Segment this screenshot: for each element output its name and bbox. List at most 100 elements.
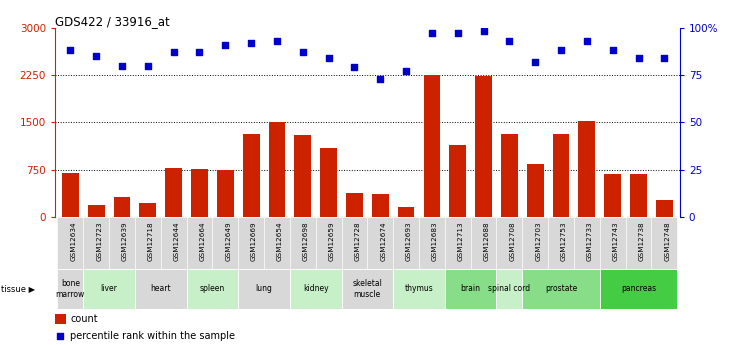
Bar — [161, 217, 186, 269]
Bar — [656, 200, 673, 217]
Point — [477, 29, 489, 34]
Bar — [186, 269, 238, 309]
Bar — [135, 269, 186, 309]
Text: kidney: kidney — [303, 284, 328, 294]
Bar — [83, 269, 135, 309]
Point — [194, 49, 205, 55]
Point — [116, 63, 128, 68]
Bar — [140, 203, 156, 217]
Text: GSM12634: GSM12634 — [70, 221, 76, 261]
Bar — [268, 122, 285, 217]
Text: GSM12743: GSM12743 — [613, 221, 618, 261]
Bar — [599, 269, 677, 309]
Bar — [501, 135, 518, 217]
Text: GSM12664: GSM12664 — [200, 221, 205, 261]
Point — [374, 76, 386, 81]
Text: GSM12748: GSM12748 — [664, 221, 670, 261]
Bar — [186, 217, 213, 269]
Text: GSM12659: GSM12659 — [329, 221, 335, 261]
Bar — [290, 217, 316, 269]
Point — [55, 333, 67, 339]
Text: GSM12654: GSM12654 — [277, 221, 283, 261]
Bar — [113, 197, 130, 217]
Bar — [471, 217, 496, 269]
Point — [349, 65, 360, 70]
Bar — [630, 174, 647, 217]
Bar — [58, 269, 83, 309]
Bar — [320, 148, 337, 217]
Bar — [522, 269, 599, 309]
Text: liver: liver — [101, 284, 118, 294]
Bar — [398, 207, 414, 217]
Text: prostate: prostate — [545, 284, 577, 294]
Point — [504, 38, 515, 43]
Text: GSM12718: GSM12718 — [148, 221, 154, 261]
Text: GSM12733: GSM12733 — [587, 221, 593, 261]
Text: GSM12703: GSM12703 — [535, 221, 541, 261]
Text: GSM12674: GSM12674 — [380, 221, 386, 261]
Text: brain: brain — [461, 284, 481, 294]
Point — [426, 30, 438, 36]
Bar — [444, 269, 496, 309]
Bar — [217, 170, 234, 217]
Text: GDS422 / 33916_at: GDS422 / 33916_at — [55, 14, 170, 28]
Bar — [393, 269, 444, 309]
Point — [246, 40, 257, 46]
Text: GSM12713: GSM12713 — [458, 221, 463, 261]
Point — [400, 68, 412, 74]
Bar — [599, 217, 626, 269]
Bar — [341, 217, 367, 269]
Bar — [135, 217, 161, 269]
Bar — [651, 217, 677, 269]
Point — [142, 63, 154, 68]
Text: GSM12693: GSM12693 — [406, 221, 412, 261]
Bar — [372, 194, 389, 217]
Text: GSM12688: GSM12688 — [483, 221, 490, 261]
Bar — [496, 217, 522, 269]
Bar — [316, 217, 341, 269]
Text: tissue ▶: tissue ▶ — [1, 284, 36, 294]
Text: GSM12753: GSM12753 — [561, 221, 567, 261]
Point — [632, 55, 644, 61]
Bar — [238, 217, 264, 269]
Point — [323, 55, 335, 61]
Text: bone
marrow: bone marrow — [56, 279, 85, 299]
Point — [529, 59, 541, 65]
Text: GSM12698: GSM12698 — [303, 221, 308, 261]
Bar — [165, 168, 182, 217]
Text: GSM12728: GSM12728 — [355, 221, 360, 261]
Text: GSM12738: GSM12738 — [638, 221, 645, 261]
Bar — [626, 217, 651, 269]
Bar — [553, 134, 569, 217]
Point — [297, 49, 308, 55]
Point — [607, 48, 618, 53]
Bar — [264, 217, 290, 269]
Bar — [83, 217, 109, 269]
Bar — [243, 134, 260, 217]
Bar — [295, 135, 311, 217]
Text: heart: heart — [151, 284, 171, 294]
Bar — [522, 217, 548, 269]
Bar — [423, 75, 440, 217]
Text: GSM12639: GSM12639 — [122, 221, 128, 261]
Bar — [496, 269, 522, 309]
Text: GSM12683: GSM12683 — [432, 221, 438, 261]
Bar — [58, 217, 83, 269]
Text: GSM12644: GSM12644 — [174, 221, 180, 261]
Text: percentile rank within the sample: percentile rank within the sample — [70, 331, 235, 341]
Bar — [62, 173, 79, 217]
Point — [555, 48, 567, 53]
Bar — [444, 217, 471, 269]
Bar — [393, 217, 419, 269]
Point — [64, 48, 76, 53]
Point — [168, 49, 180, 55]
Bar — [578, 120, 595, 217]
Point — [452, 30, 463, 36]
Point — [659, 55, 670, 61]
Bar — [548, 217, 574, 269]
Text: spinal cord: spinal cord — [488, 284, 531, 294]
Bar — [605, 174, 621, 217]
Text: count: count — [70, 314, 98, 324]
Point — [91, 53, 102, 59]
Bar — [341, 269, 393, 309]
